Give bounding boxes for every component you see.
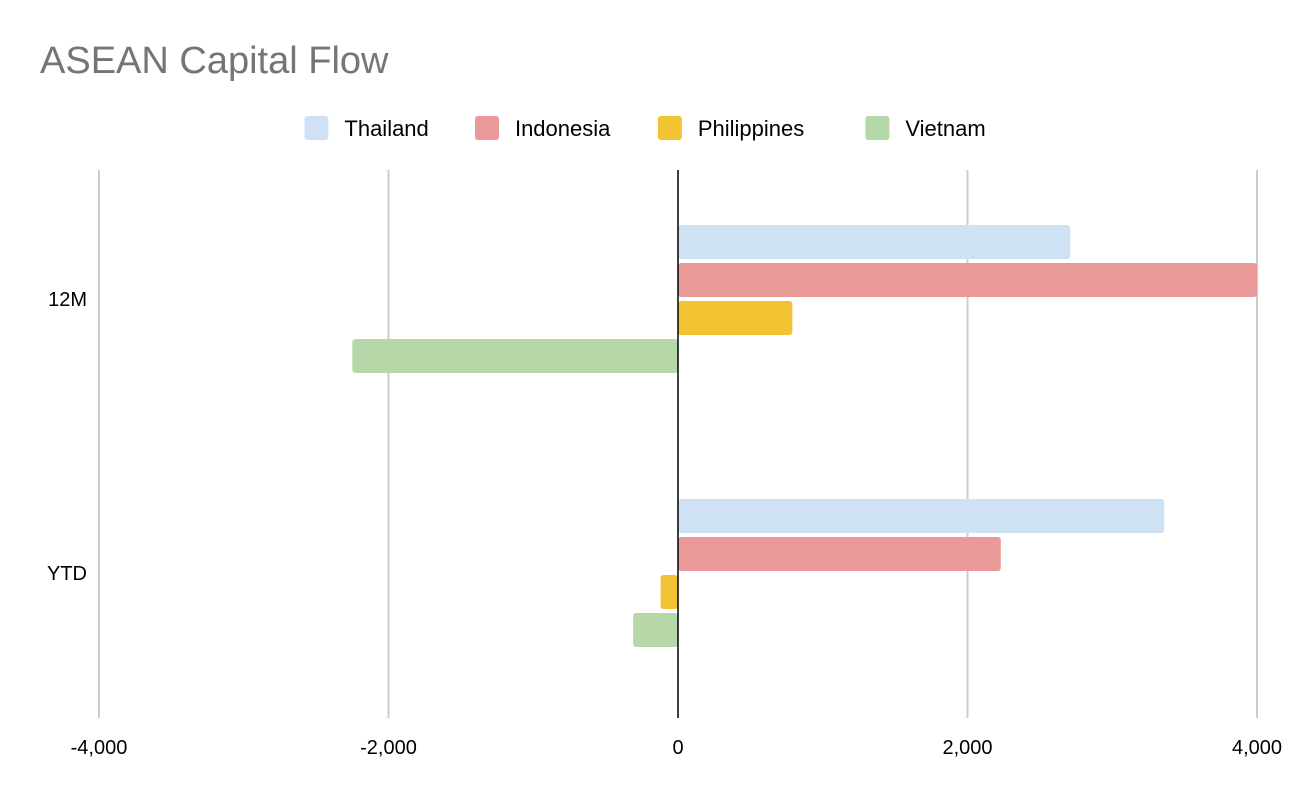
bar-indonesia-12m — [678, 263, 1257, 297]
legend-label-philippines: Philippines — [698, 116, 804, 141]
bar-vietnam-12m — [352, 339, 678, 373]
legend-swatch-thailand — [304, 116, 329, 140]
bar-philippines-12m — [678, 301, 793, 335]
label-layer: -4,000 -2,000 0 2,000 4,000 12M YTD — [47, 289, 1282, 759]
legend-layer: Thailand Indonesia Philippines Vietnam — [304, 116, 986, 141]
bar-layer — [352, 225, 1257, 647]
category-label: YTD — [47, 563, 87, 585]
x-tick-label: 2,000 — [942, 737, 992, 759]
x-tick-label: 4,000 — [1232, 737, 1282, 759]
bar-thailand-ytd — [678, 499, 1165, 533]
legend-swatch-philippines — [657, 116, 682, 140]
legend-label-thailand: Thailand — [344, 116, 428, 141]
bar-indonesia-ytd — [678, 537, 1001, 571]
x-tick-label: -2,000 — [360, 737, 417, 759]
grid-layer — [98, 170, 1258, 718]
legend-label-vietnam: Vietnam — [905, 116, 985, 141]
legend-swatch-indonesia — [474, 116, 499, 140]
x-tick-label: 0 — [672, 737, 683, 759]
bar-thailand-12m — [678, 225, 1071, 259]
bar-vietnam-ytd — [633, 613, 678, 647]
legend-swatch-vietnam — [865, 116, 890, 140]
legend-label-indonesia: Indonesia — [515, 116, 611, 141]
category-label: 12M — [48, 289, 87, 311]
x-tick-label: -4,000 — [71, 737, 128, 759]
bar-philippines-ytd — [660, 575, 678, 609]
chart-title: ASEAN Capital Flow — [40, 40, 389, 82]
